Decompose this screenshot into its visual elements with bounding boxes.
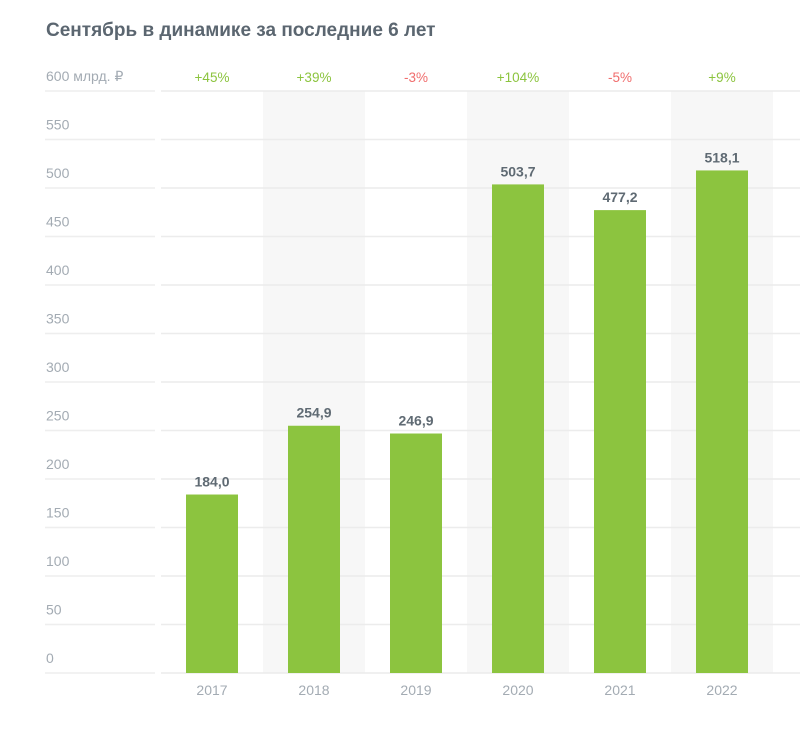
data-label: 503,7 [500, 163, 535, 179]
chart-title: Сентябрь в динамике за последние 6 лет [46, 20, 436, 41]
x-tick-label: 2019 [400, 682, 431, 698]
change-label: -3% [404, 70, 428, 85]
y-tick-label: 100 [46, 553, 70, 569]
y-tick-label: 50 [46, 602, 62, 618]
change-label: +39% [297, 70, 332, 85]
x-tick-label: 2021 [604, 682, 635, 698]
bar-2017 [186, 494, 238, 673]
y-tick-label: 600 млрд. ₽ [46, 68, 123, 84]
data-label: 477,2 [602, 189, 637, 205]
x-tick-label: 2017 [196, 682, 227, 698]
y-tick-label: 200 [46, 456, 70, 472]
bar-2019 [390, 433, 442, 673]
y-tick-label: 500 [46, 165, 70, 181]
x-tick-label: 2020 [502, 682, 533, 698]
data-label: 254,9 [296, 405, 331, 421]
change-label: +104% [497, 70, 539, 85]
y-tick-label: 0 [46, 650, 54, 666]
data-label: 184,0 [194, 474, 229, 490]
bar-2020 [492, 184, 544, 673]
y-tick-label: 450 [46, 214, 70, 230]
bar-2018 [288, 425, 340, 673]
y-tick-label: 400 [46, 262, 70, 278]
bar-2021 [594, 210, 646, 673]
bar-2022 [696, 170, 748, 673]
data-label: 518,1 [704, 149, 739, 165]
y-tick-label: 350 [46, 311, 70, 327]
y-tick-label: 300 [46, 359, 70, 375]
data-label: 246,9 [398, 413, 433, 429]
y-tick-label: 250 [46, 408, 70, 424]
change-label: -5% [608, 70, 632, 85]
y-tick-label: 550 [46, 117, 70, 133]
x-tick-label: 2018 [298, 682, 329, 698]
y-tick-label: 150 [46, 505, 70, 521]
change-label: +45% [195, 70, 230, 85]
x-tick-label: 2022 [706, 682, 737, 698]
change-label: +9% [708, 70, 735, 85]
